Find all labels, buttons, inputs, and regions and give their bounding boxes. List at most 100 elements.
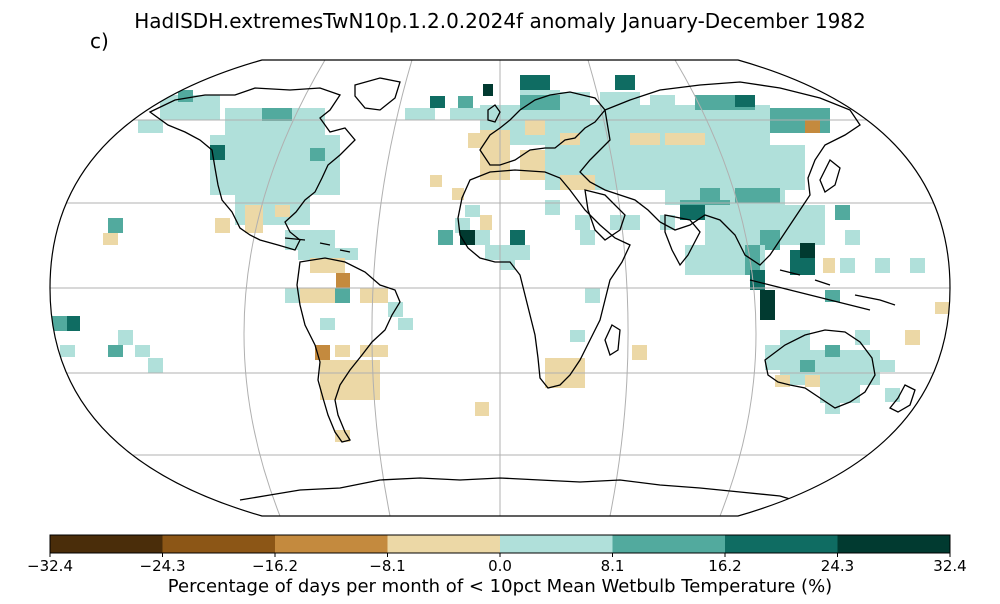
- anomaly-cell: [135, 345, 150, 357]
- asia-outline: [579, 81, 861, 266]
- anomaly-cell: [615, 75, 635, 90]
- colorbar-swatch: [162, 535, 275, 553]
- anomaly-cell: [825, 402, 840, 414]
- anomaly-cell: [335, 288, 350, 303]
- anomaly-cell: [398, 318, 413, 330]
- anomaly-cell: [480, 105, 770, 145]
- anomaly-cell: [580, 230, 595, 245]
- madagascar-outline: [604, 324, 621, 356]
- colorbar-swatch: [500, 535, 613, 553]
- anomaly-cell: [525, 120, 545, 135]
- anomaly-cell: [300, 288, 335, 303]
- coastlines: [148, 77, 916, 503]
- anomaly-cell: [310, 148, 325, 161]
- anomaly-cell: [840, 258, 855, 273]
- colorbar-tick: 0.0: [488, 557, 512, 575]
- anomaly-cell: [520, 75, 550, 90]
- anomaly-cell: [485, 245, 530, 260]
- anomaly-cell: [500, 258, 515, 270]
- anomaly-cell: [823, 258, 835, 273]
- anomaly-cell: [570, 330, 585, 342]
- anomaly-cell: [575, 215, 590, 230]
- anomaly-cell: [148, 358, 163, 373]
- anomaly-cell: [60, 345, 75, 357]
- colorbar-swatch: [837, 535, 950, 553]
- anomaly-cell: [108, 218, 123, 233]
- colorbar-label: Percentage of days per month of < 10pct …: [167, 576, 833, 597]
- anomaly-cell: [600, 92, 640, 107]
- anomaly-cell: [905, 330, 920, 345]
- colorbar: [49, 534, 951, 557]
- anomaly-cells: [52, 75, 950, 442]
- anomaly-cell: [360, 288, 388, 303]
- anomaly-cell: [210, 145, 225, 160]
- colorbar-swatch: [725, 535, 838, 553]
- anomaly-cell: [935, 302, 950, 314]
- anomaly-cell: [465, 205, 480, 217]
- anomaly-cell: [480, 130, 510, 180]
- anomaly-cell: [438, 230, 453, 245]
- anomaly-cell: [310, 258, 345, 273]
- anomaly-cell: [910, 258, 925, 273]
- anomaly-cell: [450, 108, 480, 120]
- anomaly-cell: [103, 233, 118, 245]
- anomaly-cell: [262, 108, 292, 121]
- anomaly-cell: [138, 120, 163, 133]
- anomaly-cell: [108, 345, 123, 357]
- anomaly-cell: [855, 330, 870, 345]
- map-boundary: [49, 59, 951, 517]
- caribbean-outline: [284, 237, 351, 253]
- anomaly-cell: [52, 316, 67, 331]
- colorbar-swatch: [387, 535, 500, 553]
- panel-label: c): [90, 29, 109, 53]
- britain-outline: [487, 104, 501, 123]
- europe-outline: [479, 91, 606, 166]
- colorbar-swatch: [612, 535, 725, 553]
- anomaly-cell: [700, 188, 720, 203]
- anomaly-cell: [320, 360, 380, 400]
- australia-outline: [764, 329, 876, 409]
- anomaly-cell: [475, 230, 490, 245]
- anomaly-cell: [510, 230, 525, 245]
- anomaly-cell: [610, 215, 640, 230]
- colorbar-tick: 16.2: [708, 557, 742, 575]
- new-zealand-outline: [888, 384, 916, 413]
- colorbar-swatch: [50, 535, 163, 553]
- anomaly-cell: [875, 258, 890, 273]
- indonesia-outline: [749, 269, 896, 311]
- colorbar-tick: 24.3: [820, 557, 855, 575]
- anomaly-cell: [560, 133, 580, 148]
- anomaly-cell: [405, 108, 435, 120]
- anomaly-cell: [825, 290, 840, 302]
- south-america-outline: [296, 257, 401, 443]
- anomaly-cell: [735, 188, 780, 203]
- anomaly-cell: [805, 120, 820, 133]
- anomaly-cell: [650, 95, 675, 107]
- anomaly-cell: [880, 360, 895, 372]
- colorbar-tick: −32.4: [27, 557, 73, 575]
- arabia-outline: [584, 189, 626, 241]
- india-outline: [664, 214, 701, 267]
- anomaly-cell: [845, 230, 860, 245]
- colorbar-tick: −16.2: [252, 557, 298, 575]
- anomaly-cell: [825, 345, 840, 357]
- colorbar-tick: −8.1: [369, 557, 406, 575]
- north-america-outline: [148, 87, 356, 251]
- colorbar-swatch: [275, 535, 388, 553]
- colorbar-tick: 32.4: [933, 557, 967, 575]
- anomaly-cell: [215, 218, 230, 233]
- colorbar-tick: 8.1: [600, 557, 625, 575]
- anomaly-cell: [285, 288, 300, 303]
- anomaly-cell: [336, 273, 350, 288]
- anomaly-cell: [118, 330, 133, 345]
- anomaly-cell: [680, 205, 705, 220]
- anomaly-cell: [520, 95, 560, 110]
- colorbar-tick: −24.3: [139, 557, 186, 575]
- anomaly-cell: [275, 205, 290, 217]
- anomaly-cell: [458, 96, 473, 108]
- anomaly-cell: [545, 200, 560, 215]
- anomaly-cell: [632, 345, 647, 360]
- anomaly-cell: [178, 90, 193, 102]
- anomaly-cell: [660, 215, 675, 230]
